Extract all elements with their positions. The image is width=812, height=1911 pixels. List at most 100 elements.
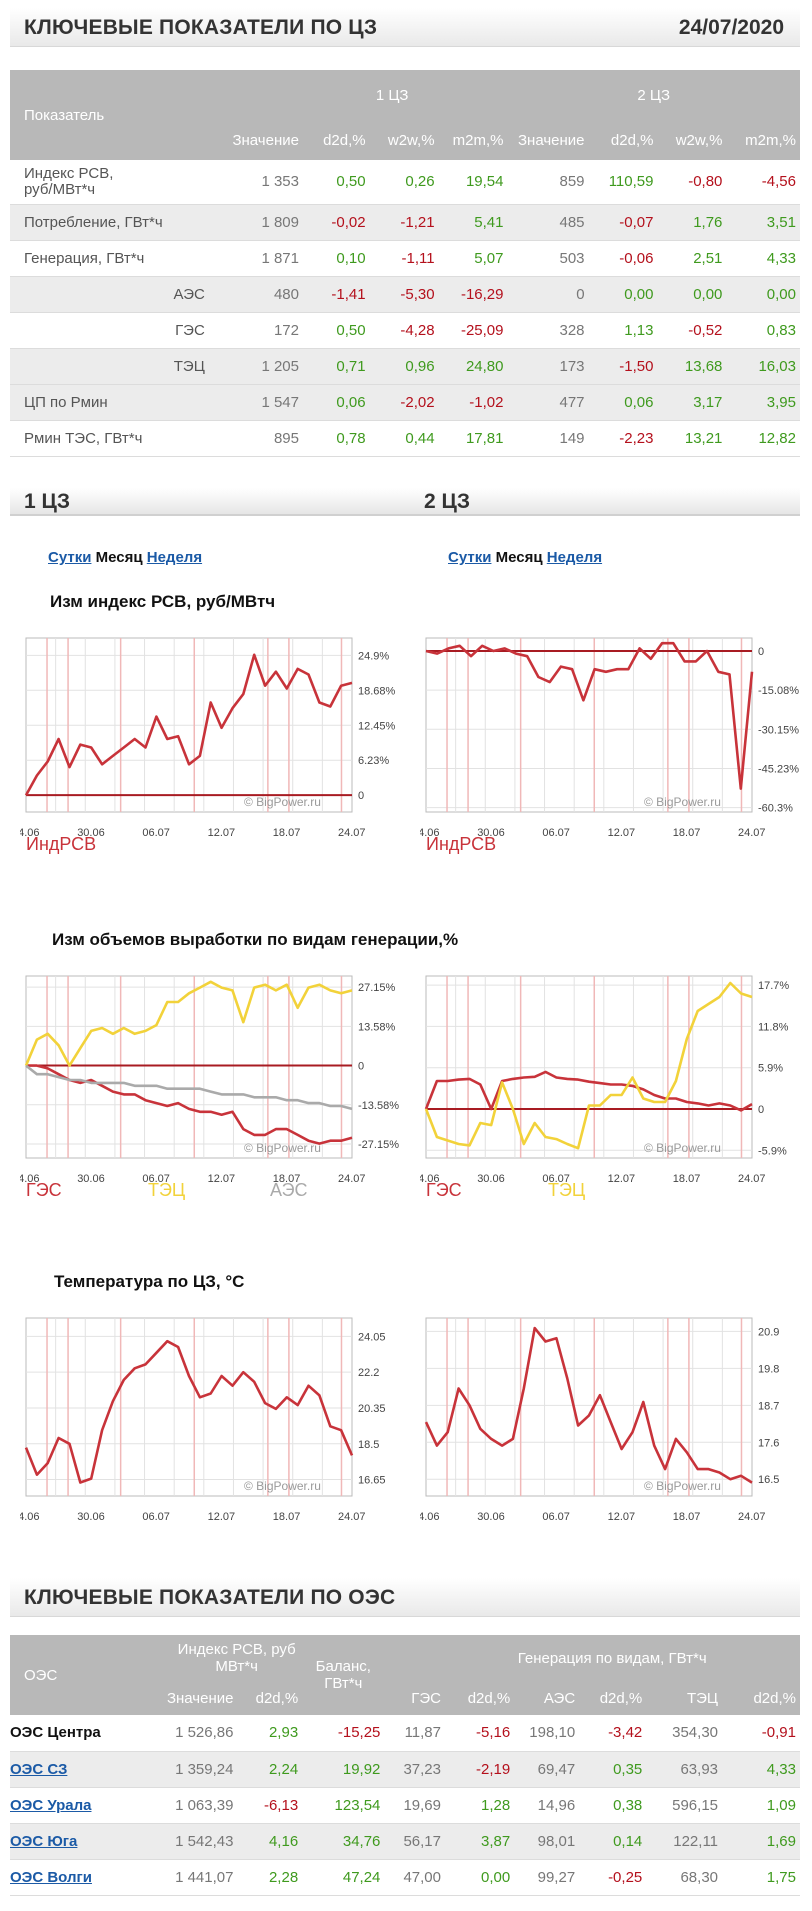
subcol-1-0: Значение <box>232 131 299 149</box>
kp-cell: 12,82 <box>758 429 796 447</box>
x-tick-label: 18.07 <box>273 1511 301 1523</box>
kp-row-label: ЦП по Рмин <box>24 393 108 411</box>
series-line-temp <box>24 1339 354 1484</box>
y-tick-label: -15.08% <box>758 685 799 697</box>
oes-subcol: d2d,% <box>753 1689 796 1707</box>
series-line-АЭС <box>25 1064 353 1111</box>
y-tick-label: 18.7 <box>758 1400 779 1412</box>
x-tick-label: 24.07 <box>338 827 366 839</box>
oes-cell: 1,69 <box>766 1832 796 1850</box>
tab-day-z2[interactable]: Сутки <box>448 549 492 566</box>
y-tick-label: 0 <box>758 646 764 658</box>
tab-week-z1[interactable]: Неделя <box>146 549 203 566</box>
oes-cell: 1 359,24 <box>175 1760 234 1778</box>
kp-cell: 1 205 <box>261 357 299 375</box>
kp-cell: 859 <box>559 173 585 191</box>
oes-subcol: АЭС <box>543 1689 576 1707</box>
kp-cell: 895 <box>273 429 299 447</box>
kp-row: ЦП по Рмин 1 547 0,06 -2,02 -1,02 477 0,06 3,17… <box>10 384 800 420</box>
legend-ГЭС: ГЭС <box>426 1180 462 1200</box>
oes-cell: 68,30 <box>680 1868 719 1886</box>
x-tick-label: 24.07 <box>338 1173 366 1185</box>
oes-link[interactable]: ОЭС Юга <box>10 1832 78 1850</box>
oes-cell: -15,25 <box>337 1724 381 1742</box>
kp-cell: -0,02 <box>331 213 366 231</box>
oes-cell: 98,01 <box>537 1832 576 1850</box>
x-tick-label: 18.07 <box>673 1511 701 1523</box>
watermark: © BigPower.ru <box>644 1479 721 1493</box>
kp-cell: 1,13 <box>624 321 654 339</box>
oes-cell: -0,91 <box>761 1724 796 1742</box>
x-tick-label: 30.06 <box>477 1511 505 1523</box>
oes-cell: 19,69 <box>403 1796 441 1814</box>
y-tick-label: -30.15% <box>758 724 799 736</box>
legend-ТЭЦ: ТЭЦ <box>548 1180 585 1200</box>
kp-cell: 3,95 <box>766 393 796 411</box>
y-tick-label: 17.7% <box>758 980 789 992</box>
oes-cell: 2,28 <box>268 1868 299 1886</box>
plot-area <box>425 975 753 1159</box>
generation-chart-title: Изм объемов выработки по видам генерации… <box>52 930 459 949</box>
kp-cell: 0,78 <box>336 429 366 447</box>
legend-ТЭЦ: ТЭЦ <box>148 1180 185 1200</box>
y-tick-label: -45.23% <box>758 763 799 775</box>
kp-cell: -1,41 <box>331 285 366 303</box>
series-line-ИндРСВ <box>24 653 353 796</box>
subcol-1-2: w2w,% <box>387 131 435 149</box>
col-balance: Баланс, ГВт*ч <box>315 1658 371 1692</box>
x-tick-label: 30.06 <box>477 827 505 839</box>
x-tick-label: 06.07 <box>542 1173 570 1185</box>
kp-cell: -2,23 <box>619 429 654 447</box>
y-tick-label: 16.65 <box>358 1475 386 1487</box>
y-tick-label: 16.5 <box>758 1474 779 1486</box>
x-tick-label: 06.07 <box>142 827 170 839</box>
tab-day-z1[interactable]: Сутки <box>48 549 92 566</box>
legend-ИндРСВ: ИндРСВ <box>26 834 96 854</box>
kp-cell: 17,81 <box>465 429 504 447</box>
oes-row: ОЭС Волги 1 441,07 2,28 47,24 47,00 0,00 99,27… <box>10 1859 800 1895</box>
oes-cell: 123,54 <box>334 1796 381 1814</box>
oes-link[interactable]: ОЭС Волги <box>10 1868 92 1886</box>
watermark: © BigPower.ru <box>244 1479 321 1493</box>
col-index: Индекс РСВ, руб МВт*ч <box>177 1641 296 1675</box>
legend-АЭС: АЭС <box>270 1180 308 1200</box>
oes-link[interactable]: ОЭС СЗ <box>10 1760 68 1778</box>
oes-cell: 0,00 <box>481 1868 511 1886</box>
subcol-2-2: w2w,% <box>675 131 723 149</box>
zone1-period-tabs: Сутки Месяц Неделя <box>48 549 202 566</box>
oes-cell: 4,33 <box>766 1760 796 1778</box>
oes-row: ОЭС СЗ 1 359,24 2,24 19,92 37,23 -2,19 69,47 0,… <box>10 1751 800 1787</box>
y-tick-label: 24.9% <box>358 650 389 662</box>
kp-cell: 110,59 <box>608 173 654 191</box>
plot-area <box>25 1317 353 1497</box>
kp-row: ТЭЦ 1 205 0,71 0,96 24,80 173 -1,50 13,68 16,03 <box>10 348 800 384</box>
col-zone1: 1 ЦЗ <box>375 86 409 104</box>
tab-week-z2[interactable]: Неделя <box>546 549 603 566</box>
oes-cell: 4,16 <box>268 1832 299 1850</box>
oes-cell: 11,87 <box>404 1724 441 1742</box>
kp-cell: 16,03 <box>758 357 796 375</box>
x-tick-label: 12.07 <box>208 827 236 839</box>
kp-cell: 1 353 <box>261 173 299 191</box>
kp-cell: -0,07 <box>619 213 654 231</box>
kp-cell: 19,54 <box>465 173 504 191</box>
series-line-ГЭС <box>26 1064 353 1145</box>
kp-cell: 0,71 <box>336 357 366 375</box>
x-tick-label: 18.07 <box>273 1173 301 1185</box>
page-header: КЛЮЧЕВЫЕ ПОКАЗАТЕЛИ ПО ЦЗ 24/07/2020 <box>10 8 800 47</box>
kp-cell: -0,06 <box>619 249 654 267</box>
oes-cell: 3,87 <box>481 1832 511 1850</box>
tab-month-z1[interactable]: Месяц <box>95 549 143 566</box>
oes-cell: -0,25 <box>608 1868 643 1886</box>
oes-link[interactable]: ОЭС Урала <box>10 1796 92 1814</box>
oes-cell: -2,19 <box>476 1760 511 1778</box>
tab-month-z2[interactable]: Месяц <box>495 549 543 566</box>
kp-cell: 0,00 <box>693 285 723 303</box>
kp-cell: 1,76 <box>693 213 723 231</box>
x-tick-label: 12.07 <box>208 1511 236 1523</box>
x-tick-label: 30.06 <box>77 1511 105 1523</box>
y-tick-label: 0 <box>358 790 364 802</box>
oes-cell: 47,00 <box>403 1868 441 1886</box>
x-tick-label: 18.07 <box>673 827 701 839</box>
kp-cell: 1 871 <box>261 249 299 267</box>
